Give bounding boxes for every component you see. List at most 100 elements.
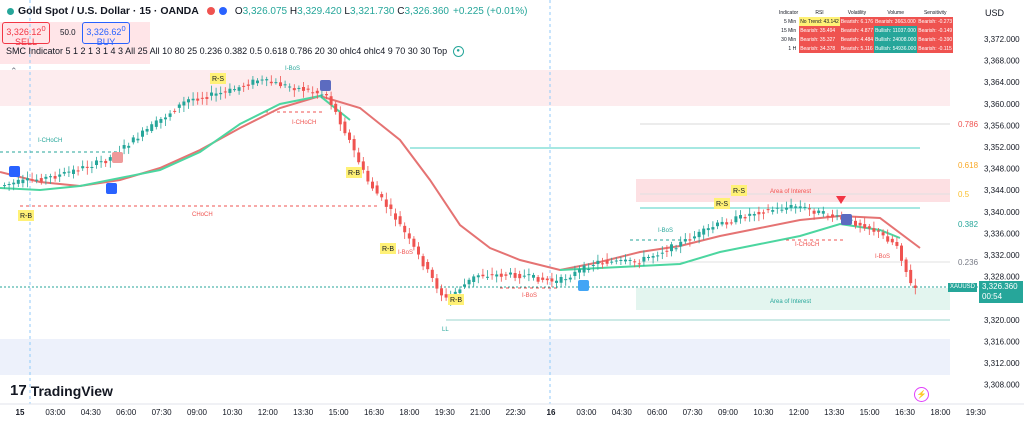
ohlc-readout: O3,326.075 H3,329.420 L3,321.730 C3,326.… — [234, 5, 449, 17]
signal-marker-purple-1 — [320, 80, 331, 91]
candle-body — [320, 94, 324, 96]
time-tick-label: 12:00 — [258, 408, 279, 417]
candle-body — [352, 139, 356, 151]
indicator-settings-text[interactable]: SMC Indicator 5 1 2 1 3 1 4 3 All 25 All… — [6, 46, 448, 56]
candle-body — [357, 152, 361, 163]
candle-body — [159, 118, 163, 123]
candle-body — [463, 284, 466, 287]
candle-body — [610, 261, 614, 263]
candle-body — [85, 166, 89, 168]
candle-body — [251, 79, 255, 85]
candle-body — [122, 145, 126, 149]
currency-label[interactable]: USD — [985, 8, 1005, 18]
candle-body — [361, 161, 365, 170]
candle-body — [44, 176, 48, 179]
candle-body — [762, 212, 765, 214]
signal-marker-blue-2 — [106, 183, 117, 194]
indicator-legend[interactable]: SMC Indicator 5 1 2 1 3 1 4 3 All 25 All… — [6, 46, 464, 58]
candle-body — [867, 226, 871, 229]
market-status-dot — [7, 7, 14, 15]
time-tick-label: 07:30 — [152, 408, 173, 417]
sell-button[interactable]: 3,326.120 SELL — [2, 22, 50, 47]
candle-body — [739, 215, 742, 219]
svg-text:R-B: R-B — [20, 213, 32, 220]
candle-body — [145, 128, 149, 132]
spread-value: 50.0 — [60, 28, 76, 37]
blue-marker-icon — [218, 7, 227, 15]
ema-fast-line — [0, 94, 351, 192]
candle-body — [647, 256, 650, 259]
table-header: Volume — [887, 9, 904, 16]
candle-body — [697, 231, 701, 238]
price-tick-label: 3,312.000 — [984, 359, 1020, 368]
price-tick-label: 3,316.000 — [984, 337, 1020, 346]
candle-body — [348, 132, 351, 140]
candle-body — [154, 120, 158, 127]
candle-body — [904, 259, 908, 272]
candle-body — [596, 260, 600, 265]
candle-body — [136, 138, 140, 141]
candle-body — [292, 88, 296, 91]
candle-body — [674, 248, 678, 250]
time-tick-label: 04:30 — [612, 408, 633, 417]
candle-body — [444, 294, 448, 298]
time-axis[interactable]: 15 03:00 04:30 06:00 07:30 09:00 10:30 12:00 13:… — [16, 408, 987, 417]
choch-label: CHoCH — [192, 212, 213, 218]
candle-body — [601, 263, 604, 265]
candle-body — [568, 277, 572, 280]
candle-body — [403, 225, 407, 233]
ibos-label-top: I-BoS — [285, 66, 300, 72]
svg-text:R-S: R-S — [733, 188, 745, 195]
candle-body — [297, 87, 301, 89]
time-tick-label: 06:00 — [647, 408, 668, 417]
price-tick-label: 3,320.000 — [984, 316, 1020, 325]
candle-series — [3, 75, 917, 306]
table-header: Sensitivity — [923, 9, 947, 16]
svg-text:R-S: R-S — [212, 76, 224, 83]
candle-body — [743, 217, 747, 219]
candle-body — [412, 238, 416, 247]
candle-body — [752, 213, 756, 216]
candle-body — [628, 259, 632, 261]
candle-body — [890, 238, 894, 243]
signal-marker-purple-2 — [841, 214, 852, 225]
candle-body — [274, 82, 278, 84]
candle-body — [366, 170, 370, 182]
candle-body — [858, 222, 862, 226]
table-row: 15 Min Bearish: 35.494 Bearish: 4.877 Bu… — [781, 26, 954, 35]
time-tick-label: 19:30 — [435, 408, 456, 417]
table-row: 1 H Bearish: 34.378 Bearish: 5.116 Bulli… — [788, 44, 954, 53]
ll-label: LL — [442, 327, 449, 333]
candle-body — [389, 204, 393, 210]
indicator-source-icon[interactable]: ● — [452, 46, 464, 58]
time-tick-label: 18:00 — [399, 408, 420, 417]
ibos-label-far-right: I-BoS — [875, 254, 890, 260]
candle-body — [421, 256, 425, 267]
candle-body — [785, 207, 788, 210]
symbol-title[interactable]: Gold Spot / U.S. Dollar · 15 · OANDA — [18, 5, 199, 17]
rs-badge-1: R-S — [210, 73, 226, 84]
sell-arrow-marker — [836, 196, 846, 204]
time-tick-label: 15:00 — [329, 408, 350, 417]
fib-label-0382: 0.382 — [958, 220, 979, 229]
candle-body — [637, 263, 641, 265]
price-tick-label: 3,356.000 — [984, 121, 1020, 130]
bolt-icon[interactable]: ⚡ — [914, 387, 929, 402]
time-tick-label: 09:00 — [718, 408, 739, 417]
ibos-label-right: I-BoS — [658, 228, 673, 234]
candle-body — [53, 176, 57, 179]
price-tick-label: 3,364.000 — [984, 78, 1020, 87]
time-tick-label: 13:30 — [824, 408, 845, 417]
buy-button[interactable]: 3,326.620 BUY — [82, 22, 130, 47]
candle-body — [582, 265, 586, 273]
rs-badge-2: R-S — [731, 185, 747, 196]
price-axis[interactable]: 3,372.000 3,368.000 3,364.000 3,360.000 3,35… — [984, 35, 1020, 390]
collapse-legend-icon[interactable]: ⌃ — [10, 66, 18, 76]
candle-body — [624, 259, 627, 262]
candle-body — [573, 271, 577, 276]
fib-label-0618: 0.618 — [958, 161, 979, 170]
candle-body — [39, 178, 43, 182]
candle-body — [711, 227, 715, 230]
